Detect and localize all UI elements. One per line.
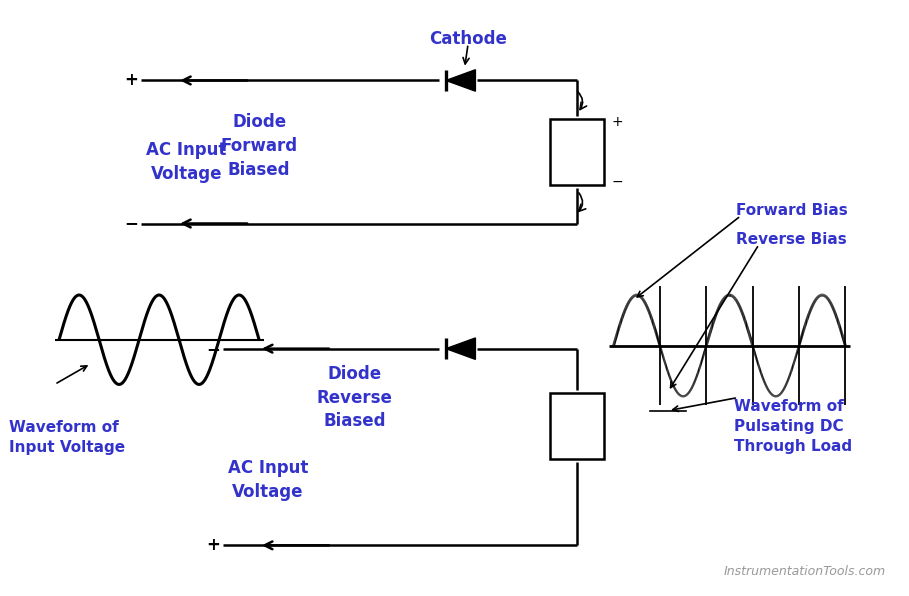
- FancyArrowPatch shape: [577, 91, 586, 110]
- Text: +: +: [206, 536, 220, 554]
- Text: Load: Load: [560, 419, 594, 433]
- Text: Cathode: Cathode: [429, 30, 507, 48]
- Text: +: +: [612, 115, 624, 129]
- Text: −: −: [206, 340, 220, 358]
- Text: Waveform of
Input Voltage: Waveform of Input Voltage: [9, 420, 125, 455]
- Polygon shape: [446, 338, 475, 359]
- Text: +: +: [125, 72, 138, 89]
- Text: AC Input
Voltage: AC Input Voltage: [228, 459, 308, 501]
- FancyArrowPatch shape: [579, 193, 585, 212]
- Text: Waveform of
Pulsating DC
Through Load: Waveform of Pulsating DC Through Load: [734, 399, 853, 454]
- Bar: [550, 393, 604, 459]
- Text: Load: Load: [560, 145, 594, 159]
- Text: Diode
Reverse
Biased: Diode Reverse Biased: [316, 365, 393, 430]
- Text: Reverse Bias: Reverse Bias: [736, 232, 847, 247]
- Text: AC Input
Voltage: AC Input Voltage: [146, 141, 226, 183]
- Polygon shape: [446, 70, 475, 91]
- Text: Forward Bias: Forward Bias: [736, 203, 848, 218]
- Text: −: −: [612, 175, 624, 189]
- Text: Diode
Forward
Biased: Diode Forward Biased: [221, 113, 297, 179]
- Bar: [550, 119, 604, 185]
- Text: InstrumentationTools.com: InstrumentationTools.com: [724, 565, 886, 578]
- Text: −: −: [125, 215, 138, 232]
